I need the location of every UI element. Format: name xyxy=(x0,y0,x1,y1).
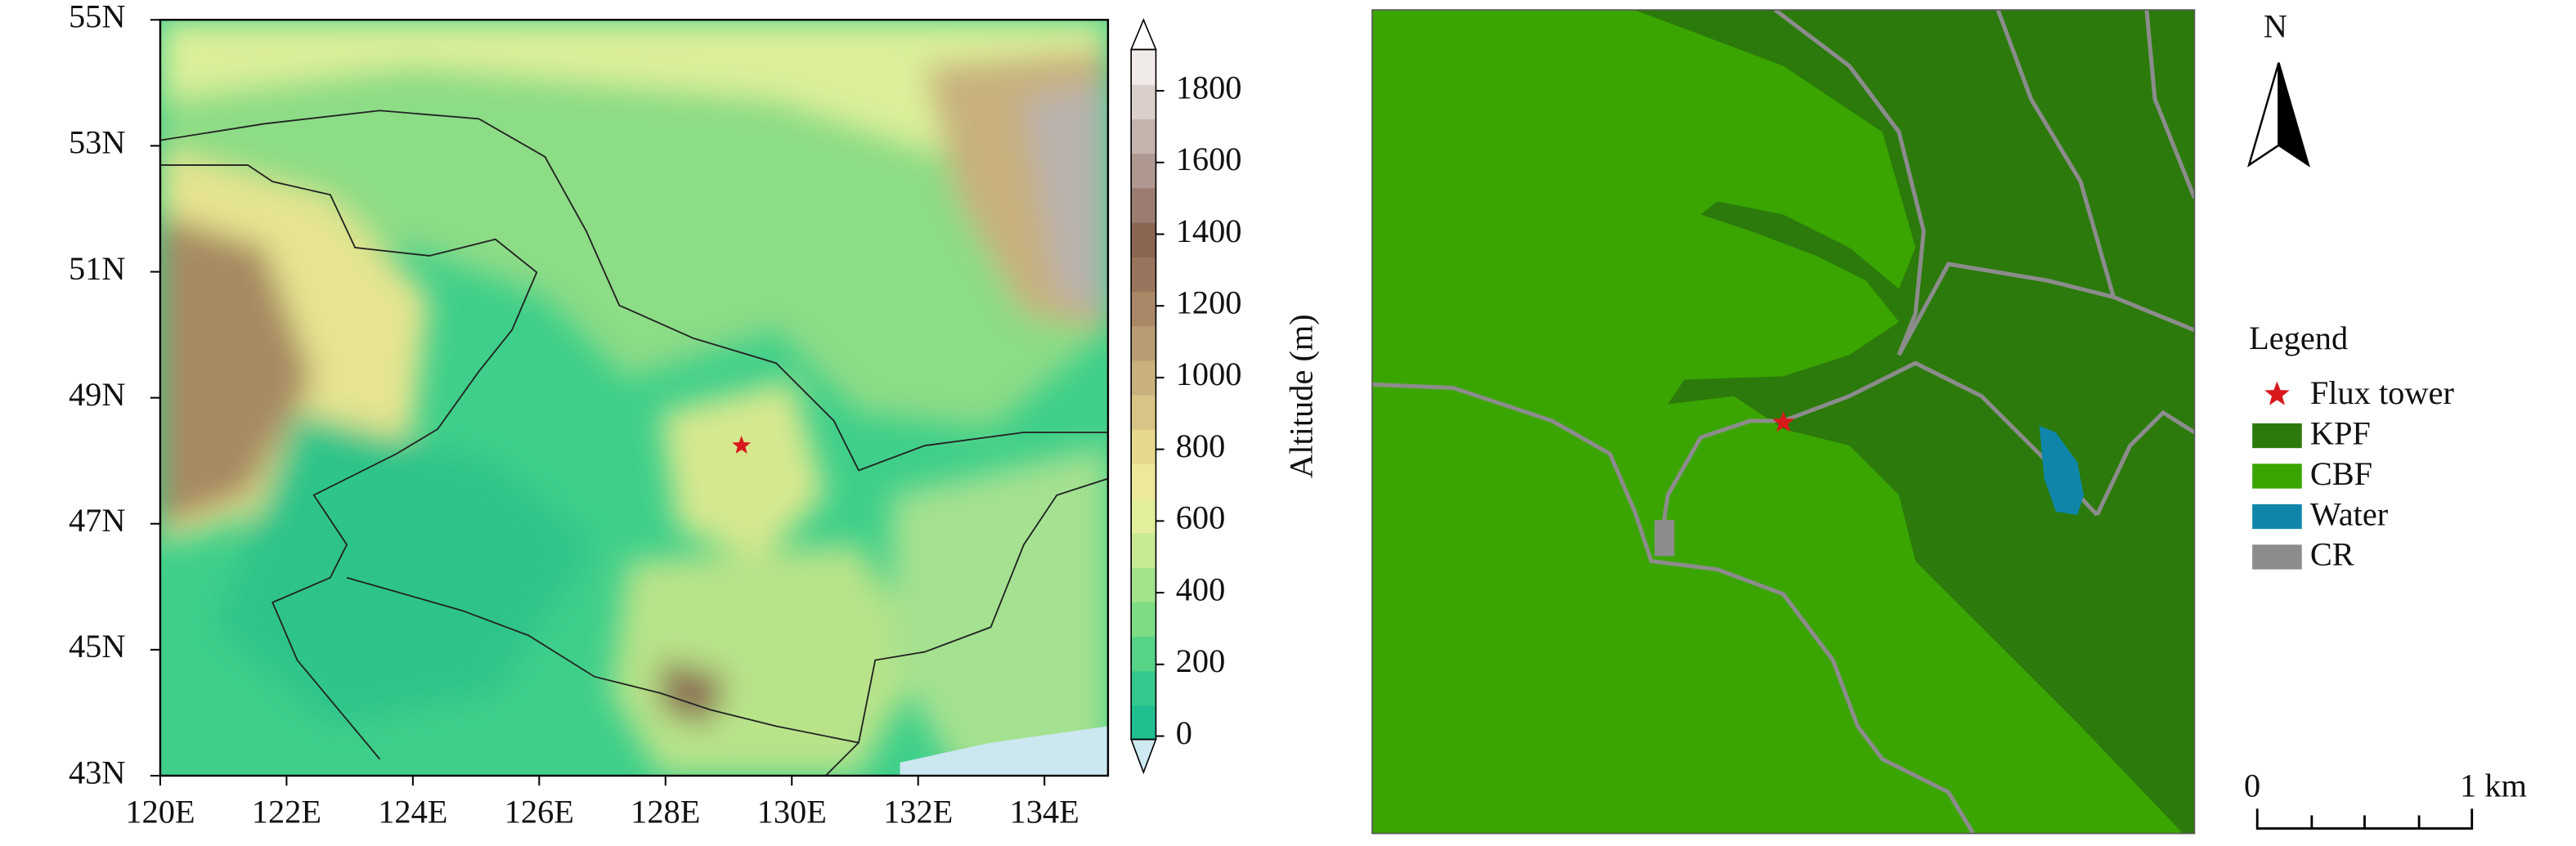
legend-swatch xyxy=(2252,504,2302,530)
colorbar-band xyxy=(1131,566,1156,602)
scale-bar xyxy=(2255,808,2474,830)
colorbar-band xyxy=(1131,670,1156,706)
colorbar-band xyxy=(1131,153,1156,189)
colorbar-band xyxy=(1131,256,1156,292)
colorbar-band xyxy=(1131,428,1156,464)
colorbar-tick-label: 1000 xyxy=(1176,356,1242,392)
colorbar-tick-label: 400 xyxy=(1176,571,1226,607)
colorbar-tick-label: 1400 xyxy=(1176,213,1242,249)
colorbar-band xyxy=(1131,325,1156,361)
y-tick-label: 45N xyxy=(69,628,126,665)
legend-symbol xyxy=(2264,381,2290,405)
map-frame xyxy=(1371,9,2196,835)
colorbar-band xyxy=(1131,290,1156,327)
colorbar-band xyxy=(1131,705,1156,741)
north-arrow xyxy=(2247,62,2280,168)
boundary xyxy=(159,110,1108,776)
colorbar-tick-label: 1200 xyxy=(1176,284,1242,320)
scale-end: 1 km xyxy=(2460,767,2527,803)
colorbar-band xyxy=(1131,360,1156,396)
legend-label: CBF xyxy=(2310,455,2372,492)
y-tick-label: 51N xyxy=(69,250,126,287)
x-tick-label: 134E xyxy=(1010,794,1079,830)
elevation-raster xyxy=(159,20,1108,776)
legend-label: Flux tower xyxy=(2310,374,2455,411)
flux-tower xyxy=(1772,410,1795,432)
y-tick-label: 55N xyxy=(69,0,126,35)
colorbar-band xyxy=(1131,532,1156,568)
legend-label: Water xyxy=(2310,495,2389,532)
colorbar-band xyxy=(1131,601,1156,637)
colorbar-tick-label: 0 xyxy=(1176,714,1192,751)
x-tick-label: 132E xyxy=(883,794,953,830)
colorbar-tick-label: 1600 xyxy=(1176,141,1242,177)
y-tick-label: 43N xyxy=(69,754,126,790)
colorbar-label: Altitude (m) xyxy=(1282,314,1319,478)
north-label: N xyxy=(2264,8,2287,45)
colorbar-extend xyxy=(1129,18,1157,51)
x-tick-label: 126E xyxy=(505,794,574,830)
colorbar-band xyxy=(1131,49,1156,85)
legend-label: CR xyxy=(2310,536,2354,573)
legend-swatch xyxy=(2252,463,2302,489)
colorbar-band xyxy=(1131,83,1156,119)
x-tick-label: 124E xyxy=(378,794,447,830)
flux-tower xyxy=(732,436,752,454)
legend-title: Legend xyxy=(2249,320,2348,356)
colorbar-band xyxy=(1131,463,1156,499)
x-tick-label: 122E xyxy=(252,794,321,830)
colorbar-tick-label: 1800 xyxy=(1176,69,1242,105)
x-tick-label: 128E xyxy=(631,794,700,830)
y-tick-label: 47N xyxy=(69,502,126,539)
colorbar-tick-label: 200 xyxy=(1176,642,1226,679)
north-arrow xyxy=(2278,62,2310,168)
colorbar-tick-label: 600 xyxy=(1176,499,1226,536)
legend-swatch xyxy=(2252,423,2302,449)
colorbar-extend xyxy=(1130,738,1157,775)
legend-swatch xyxy=(2252,544,2302,570)
colorbar-band xyxy=(1131,498,1156,534)
x-tick-label: 120E xyxy=(125,794,195,830)
colorbar-band xyxy=(1131,118,1156,154)
x-tick-label: 130E xyxy=(757,794,827,830)
colorbar-band xyxy=(1131,187,1156,223)
colorbar-band xyxy=(1131,222,1156,257)
y-tick-label: 49N xyxy=(69,376,126,413)
y-tick-label: 53N xyxy=(69,124,126,161)
colorbar-frame xyxy=(1130,48,1157,741)
scale-start: 0 xyxy=(2244,767,2260,803)
colorbar-band xyxy=(1131,394,1156,430)
colorbar-tick-label: 800 xyxy=(1176,427,1226,464)
colorbar-band xyxy=(1131,635,1156,672)
legend-label: KPF xyxy=(2310,414,2371,451)
